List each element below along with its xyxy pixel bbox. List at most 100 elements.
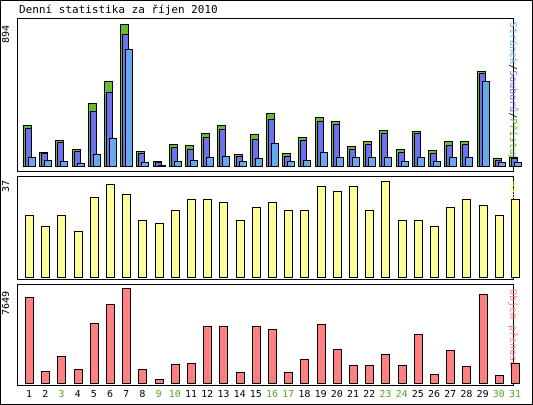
pages-bar xyxy=(60,160,69,167)
traffic-bar xyxy=(41,371,51,384)
x-tick-label: 26 xyxy=(427,389,441,400)
traffic-bar xyxy=(219,326,229,384)
hits-ymax-label: 894 xyxy=(1,24,12,43)
visits-bar xyxy=(89,196,99,278)
traffic-bar xyxy=(381,353,391,384)
visits-bar xyxy=(106,183,115,278)
traffic-bar xyxy=(494,375,504,384)
pages-bar xyxy=(92,154,101,167)
visits-ymax-label: 37 xyxy=(1,179,12,192)
traffic-bar xyxy=(332,348,342,384)
pages-bar xyxy=(319,151,328,167)
x-tick-label: 13 xyxy=(217,389,230,400)
x-tick-label: 14 xyxy=(233,389,246,400)
x-tick-label: 5 xyxy=(90,389,97,400)
pages-bar xyxy=(76,163,85,167)
pages-bar xyxy=(287,160,296,167)
pages-bar xyxy=(416,156,425,167)
visits-bar xyxy=(284,209,294,278)
x-tick-label: 2 xyxy=(42,389,49,400)
x-tick-label: 12 xyxy=(201,389,214,400)
visits-bar xyxy=(430,225,439,278)
visits-bar xyxy=(251,207,261,278)
x-tick-label: 22 xyxy=(363,389,376,400)
x-tick-label: 20 xyxy=(330,389,343,400)
x-tick-label: 27 xyxy=(444,389,457,400)
pages-bar xyxy=(190,159,198,167)
visits-bar xyxy=(235,220,245,278)
pages-bar xyxy=(206,156,215,167)
x-tick-label: 4 xyxy=(74,389,81,400)
traffic-bar xyxy=(154,378,164,384)
x-tick-label: 25 xyxy=(411,389,424,400)
x-tick-label: 28 xyxy=(460,389,473,400)
visits-bar xyxy=(203,199,213,278)
pages-bar xyxy=(303,159,312,167)
traffic-bar xyxy=(397,365,407,384)
visits-bar xyxy=(413,220,423,278)
legend-traffic: Objem přenosu xyxy=(507,289,518,368)
pages-bar xyxy=(254,158,263,167)
pages-bar xyxy=(497,162,506,167)
x-tick-label: 31 xyxy=(508,389,522,400)
traffic-bar xyxy=(138,368,148,384)
pages-bar xyxy=(465,156,474,167)
pages-bar xyxy=(384,157,393,167)
traffic-legend: Objem přenosu xyxy=(507,289,518,367)
traffic-bar xyxy=(284,372,294,384)
visits-bar xyxy=(365,209,375,278)
traffic-bar xyxy=(511,362,520,384)
pages-bar xyxy=(109,138,117,167)
pages-bar xyxy=(352,157,360,167)
x-tick-label: 21 xyxy=(346,389,360,400)
pages-bar xyxy=(271,143,279,167)
pages-bar xyxy=(141,162,150,167)
traffic-bar xyxy=(25,297,34,384)
visits-bar xyxy=(170,209,180,278)
visits-bar xyxy=(446,207,456,278)
x-tick-label: 15 xyxy=(249,389,262,400)
visits-bar xyxy=(332,191,342,278)
traffic-bar xyxy=(57,356,67,384)
visits-bar xyxy=(494,215,504,278)
traffic-bar xyxy=(235,372,245,384)
x-tick-label: 23 xyxy=(379,389,392,400)
visits-bar xyxy=(25,215,34,278)
visits-bar xyxy=(349,186,358,278)
traffic-panel xyxy=(17,284,514,386)
x-tick-label: 18 xyxy=(298,389,311,400)
traffic-bar xyxy=(430,373,439,384)
pages-bar xyxy=(125,48,134,167)
visits-bar xyxy=(462,199,472,278)
traffic-ymax-label: 7649 xyxy=(1,290,12,315)
traffic-bar xyxy=(365,365,375,384)
traffic-bar xyxy=(187,362,196,384)
pages-bar xyxy=(157,164,166,167)
visits-bar xyxy=(316,186,326,278)
pages-bar xyxy=(238,160,247,167)
visits-bar xyxy=(268,201,277,278)
x-tick-label: 16 xyxy=(265,389,279,400)
visits-bar xyxy=(219,201,229,278)
traffic-bar xyxy=(268,328,277,384)
visits-bar xyxy=(41,225,51,278)
visits-bar xyxy=(154,222,164,278)
visits-bar xyxy=(478,204,488,278)
visits-bar xyxy=(73,230,83,278)
traffic-bar xyxy=(316,323,326,384)
hits-legend: Stránek/Souborů/Přístupů xyxy=(507,22,518,167)
pages-bar xyxy=(514,162,522,167)
visits-bar xyxy=(511,199,520,278)
traffic-bar xyxy=(170,363,180,384)
x-tick-label: 9 xyxy=(155,389,162,400)
visits-bar xyxy=(187,199,196,278)
pages-bar xyxy=(433,160,441,167)
pages-bar xyxy=(449,157,458,167)
x-tick-label: 7 xyxy=(123,389,130,400)
chart-title: Denní statistika za říjen 2010 xyxy=(19,3,218,16)
x-tick-label: 11 xyxy=(184,389,198,400)
legend-files: Souborů xyxy=(507,70,518,113)
pages-bar xyxy=(222,155,231,167)
traffic-bar xyxy=(203,326,213,384)
